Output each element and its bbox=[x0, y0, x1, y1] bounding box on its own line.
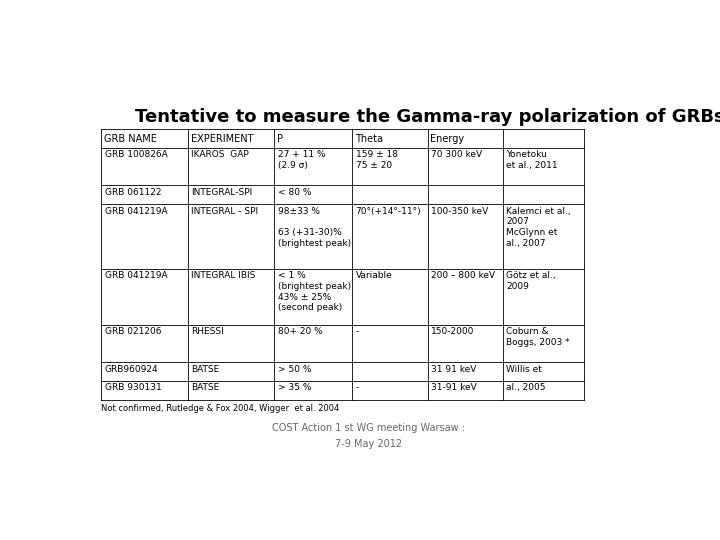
Text: GRB 930131: GRB 930131 bbox=[104, 383, 161, 392]
Text: 200 – 800 keV: 200 – 800 keV bbox=[431, 271, 495, 280]
Text: Coburn &
Boggs, 2003 *: Coburn & Boggs, 2003 * bbox=[506, 327, 570, 347]
Text: GRB NAME: GRB NAME bbox=[104, 133, 157, 144]
Text: Not confirmed, Rutledge & Fox 2004, Wigger  et al. 2004: Not confirmed, Rutledge & Fox 2004, Wigg… bbox=[101, 404, 339, 413]
Text: 100-350 keV: 100-350 keV bbox=[431, 207, 488, 215]
Text: Willis et: Willis et bbox=[506, 364, 542, 374]
Text: GRB 041219A: GRB 041219A bbox=[104, 207, 167, 215]
Text: 7-9 May 2012: 7-9 May 2012 bbox=[336, 440, 402, 449]
Text: < 1 %
(brightest peak)
43% ± 25%
(second peak): < 1 % (brightest peak) 43% ± 25% (second… bbox=[277, 271, 351, 312]
Text: 159 ± 18
75 ± 20: 159 ± 18 75 ± 20 bbox=[356, 151, 397, 170]
Text: BATSE: BATSE bbox=[191, 383, 220, 392]
Text: al., 2005: al., 2005 bbox=[506, 383, 546, 392]
Text: INTEGRAL IBIS: INTEGRAL IBIS bbox=[191, 271, 256, 280]
Text: 98±33 %

63 (+31-30)%
(brightest peak): 98±33 % 63 (+31-30)% (brightest peak) bbox=[277, 207, 351, 248]
Text: 27 + 11 %
(2.9 σ): 27 + 11 % (2.9 σ) bbox=[277, 151, 325, 170]
Text: EXPERIMENT: EXPERIMENT bbox=[191, 133, 253, 144]
Text: 70°(+14°-11°): 70°(+14°-11°) bbox=[356, 207, 421, 215]
Text: 31 91 keV: 31 91 keV bbox=[431, 364, 477, 374]
Text: P: P bbox=[277, 133, 283, 144]
Text: > 50 %: > 50 % bbox=[277, 364, 311, 374]
Text: INTEGRAL-SPI: INTEGRAL-SPI bbox=[191, 188, 252, 197]
Text: GRB 041219A: GRB 041219A bbox=[104, 271, 167, 280]
Text: COST Action 1 st WG meeting Warsaw :: COST Action 1 st WG meeting Warsaw : bbox=[272, 423, 466, 433]
Text: Variable: Variable bbox=[356, 271, 392, 280]
Text: GRB 061122: GRB 061122 bbox=[104, 188, 161, 197]
Text: Theta: Theta bbox=[355, 133, 383, 144]
Text: INTEGRAL - SPI: INTEGRAL - SPI bbox=[191, 207, 258, 215]
Text: RHESSI: RHESSI bbox=[191, 327, 224, 336]
Text: 70 300 keV: 70 300 keV bbox=[431, 151, 482, 159]
Text: -: - bbox=[356, 383, 359, 392]
Text: 150-2000: 150-2000 bbox=[431, 327, 474, 336]
Text: GRB960924: GRB960924 bbox=[104, 364, 158, 374]
Text: Yonetoku
et al., 2011: Yonetoku et al., 2011 bbox=[506, 151, 558, 170]
Text: Tentative to measure the Gamma-ray polarization of GRBs.: Tentative to measure the Gamma-ray polar… bbox=[135, 109, 720, 126]
Text: 31-91 keV: 31-91 keV bbox=[431, 383, 477, 392]
Text: Kalemci et al.,
2007
McGlynn et
al., 2007: Kalemci et al., 2007 McGlynn et al., 200… bbox=[506, 207, 571, 248]
Text: Götz et al.,
2009: Götz et al., 2009 bbox=[506, 271, 556, 291]
Text: 80+ 20 %: 80+ 20 % bbox=[277, 327, 323, 336]
Text: < 80 %: < 80 % bbox=[277, 188, 311, 197]
Text: GRB 100826A: GRB 100826A bbox=[104, 151, 167, 159]
Text: GRB 021206: GRB 021206 bbox=[104, 327, 161, 336]
Text: BATSE: BATSE bbox=[191, 364, 220, 374]
Text: Energy: Energy bbox=[431, 133, 464, 144]
Text: > 35 %: > 35 % bbox=[277, 383, 311, 392]
Text: -: - bbox=[356, 327, 359, 336]
Text: IKAROS  GAP: IKAROS GAP bbox=[191, 151, 249, 159]
